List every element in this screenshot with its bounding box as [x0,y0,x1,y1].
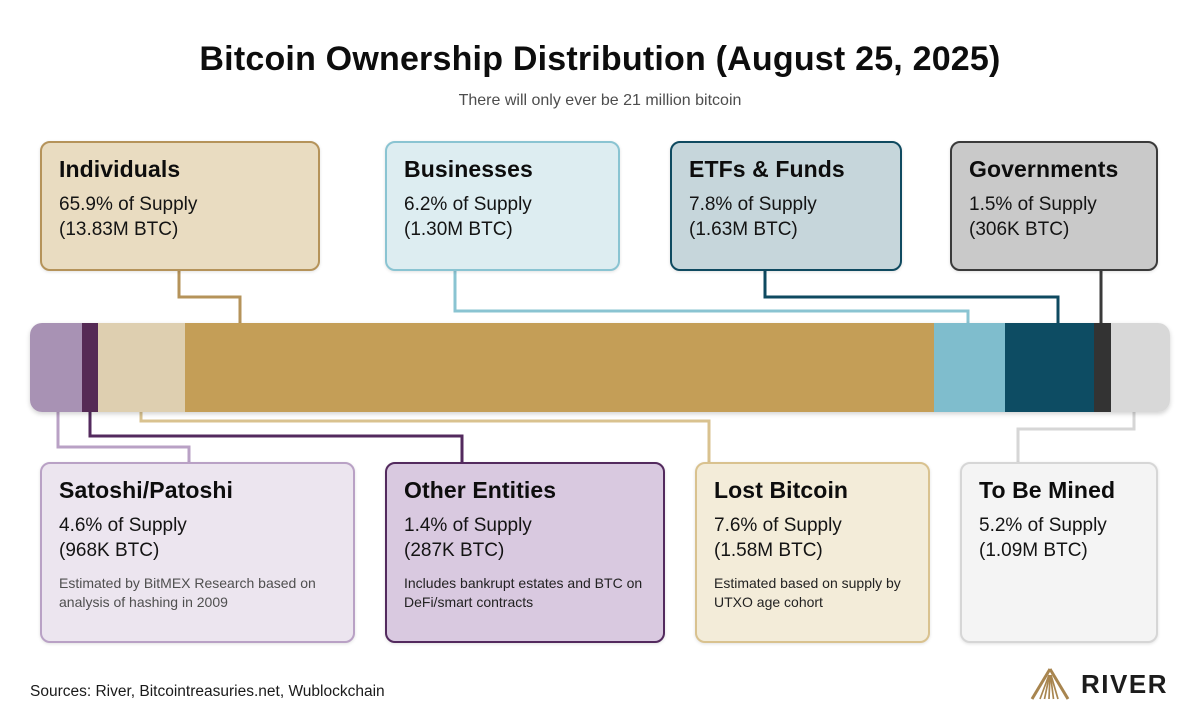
card-btc: (1.30M BTC) [404,219,513,241]
bar-segment-lost-bitcoin [98,323,185,412]
card-title: Satoshi/Patoshi [59,477,234,503]
connector-lost-bitcoin [139,410,711,464]
card-title: To Be Mined [979,477,1116,503]
card-businesses: Businesses 6.2% of Supply (1.30M BTC) [385,141,620,271]
card-percent: 1.4% of Supply [404,515,532,536]
card-title: Lost Bitcoin [714,477,849,503]
card-title: Individuals [59,156,181,182]
sources-text: Sources: River, Bitcointreasuries.net, W… [30,683,385,700]
connector-to-be-mined [1016,410,1136,464]
bar-segment-other-entities [82,323,99,412]
card-percent: 6.2% of Supply [404,194,532,215]
card-title: Other Entities [404,477,557,503]
card-percent: 4.6% of Supply [59,515,187,536]
card-percent: 7.6% of Supply [714,515,842,536]
card-satoshi-patoshi: Satoshi/Patoshi 4.6% of Supply (968K BTC… [40,462,355,643]
bar-segment-businesses [934,323,1006,412]
bar-segment-etfs-funds [1005,323,1094,412]
connector-other-entities [88,410,464,464]
card-percent: 1.5% of Supply [969,194,1097,215]
card-btc: (13.83M BTC) [59,219,179,241]
card-other-entities: Other Entities 1.4% of Supply (287K BTC)… [385,462,665,643]
connector-etfs-funds [763,270,1060,326]
river-triangle-icon [1030,668,1070,700]
card-btc: (1.58M BTC) [714,540,823,562]
card-title: Businesses [404,156,533,182]
bar-segment-governments [1093,323,1111,412]
bar-segment-satoshi [30,323,83,412]
page-title: Bitcoin Ownership Distribution (August 2… [199,40,1001,78]
connector-satoshi [56,410,191,464]
card-btc: (1.63M BTC) [689,219,798,241]
card-percent: 5.2% of Supply [979,515,1107,536]
bar-segment-to-be-mined [1110,323,1170,412]
card-note: Estimated by BitMEX Research based on an… [59,575,316,610]
bar-segment-individuals [184,323,935,412]
card-btc: (968K BTC) [59,540,160,562]
connector-businesses [453,270,970,326]
card-title: ETFs & Funds [689,156,845,182]
card-note: Estimated based on supply by UTXO age co… [714,575,901,610]
card-note: Includes bankrupt estates and BTC on DeF… [404,575,643,610]
card-btc: (287K BTC) [404,540,505,562]
brand-name: RIVER [1081,668,1168,699]
card-governments: Governments 1.5% of Supply (306K BTC) [950,141,1158,271]
page-subtitle: There will only ever be 21 million bitco… [458,92,742,109]
card-btc: (306K BTC) [969,219,1070,241]
card-lost-bitcoin: Lost Bitcoin 7.6% of Supply (1.58M BTC) … [695,462,930,643]
card-title: Governments [969,156,1119,182]
card-percent: 7.8% of Supply [689,194,817,215]
card-btc: (1.09M BTC) [979,540,1088,562]
card-individuals: Individuals 65.9% of Supply (13.83M BTC) [40,141,320,271]
supply-distribution-bar [30,323,1170,412]
card-to-be-mined: To Be Mined 5.2% of Supply (1.09M BTC) [960,462,1158,643]
card-etfs-funds: ETFs & Funds 7.8% of Supply (1.63M BTC) [670,141,902,271]
card-percent: 65.9% of Supply [59,194,198,215]
connector-individuals [177,270,242,326]
river-logo: RIVER [1028,666,1168,702]
